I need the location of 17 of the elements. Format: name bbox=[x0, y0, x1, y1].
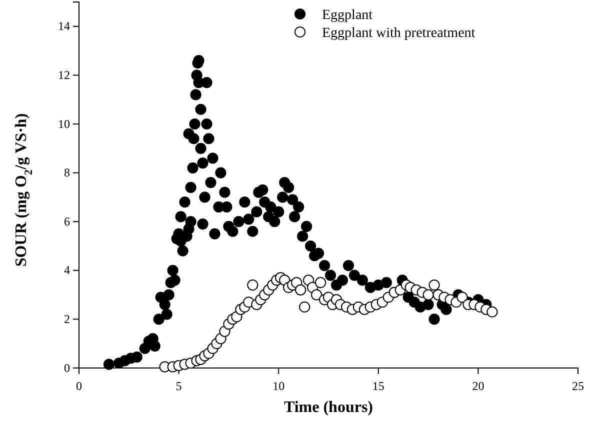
y-tick-label: 6 bbox=[64, 214, 70, 228]
x-axis-title: Time (hours) bbox=[284, 399, 374, 416]
x-tick-label: 25 bbox=[572, 379, 584, 394]
legend-label: Eggplant with pretreatment bbox=[322, 26, 476, 41]
legend-label: Eggplant bbox=[322, 8, 373, 23]
x-tick-label: 20 bbox=[472, 379, 484, 394]
x-tick-label: 10 bbox=[272, 379, 285, 394]
x-tick-label: 5 bbox=[176, 379, 182, 394]
y-tick-label: 8 bbox=[64, 166, 70, 180]
y-tick-label: 4 bbox=[64, 263, 70, 278]
y-tick-label: 2 bbox=[64, 312, 70, 326]
y-tick-label: 14 bbox=[58, 19, 70, 34]
x-tick-label: 15 bbox=[372, 379, 384, 394]
y-tick-label: 10 bbox=[58, 116, 70, 131]
x-tick-label: 0 bbox=[76, 379, 82, 394]
y-tick-label: 12 bbox=[58, 68, 70, 82]
y-tick-label: 0 bbox=[64, 360, 70, 375]
